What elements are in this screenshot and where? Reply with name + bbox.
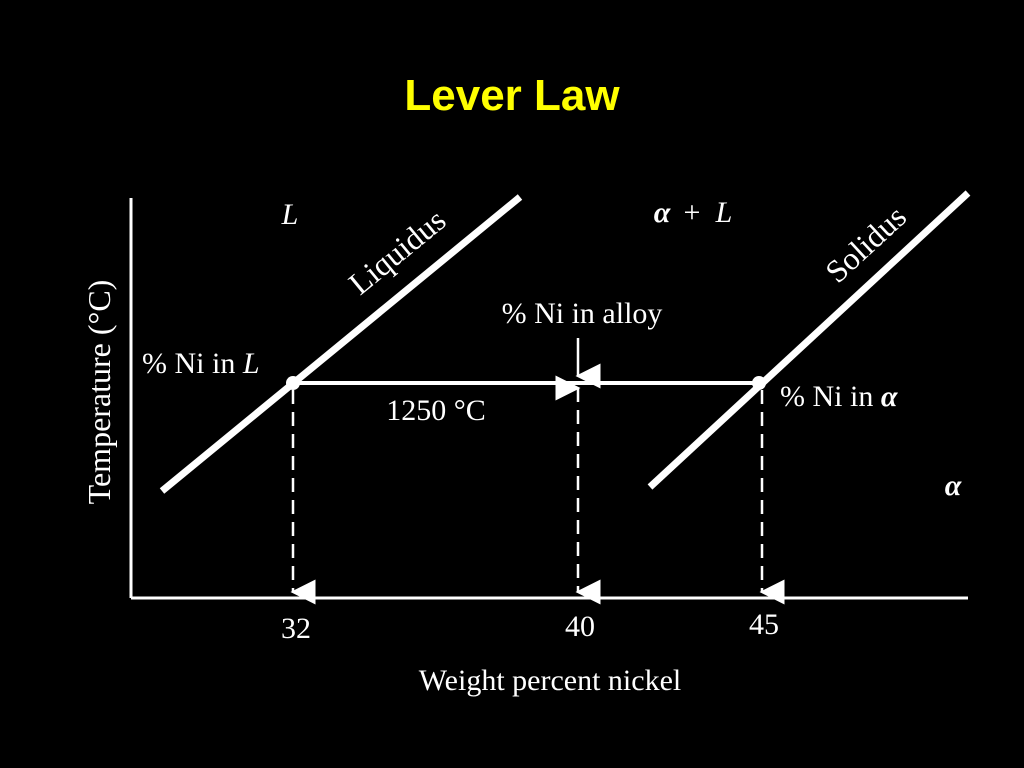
solidus-line bbox=[647, 190, 971, 490]
region-liquid-label: L bbox=[281, 198, 299, 231]
tie-line-temperature-label: 1250 °C bbox=[386, 394, 486, 427]
tick-label-40: 40 bbox=[565, 610, 595, 643]
region-two-phase-label: α + L bbox=[654, 196, 733, 229]
y-axis-label: Temperature (°C) bbox=[81, 280, 117, 505]
liquid-composition-point bbox=[286, 376, 300, 390]
tick-label-32: 32 bbox=[281, 612, 311, 645]
liquid-composition-label: % Ni in L bbox=[142, 347, 260, 380]
region-solid-label: α bbox=[945, 469, 962, 502]
svg-text:α: α bbox=[654, 196, 671, 229]
svg-text:L: L bbox=[715, 196, 733, 229]
slide-title: Lever Law bbox=[404, 71, 620, 120]
alloy-composition-label: % Ni in alloy bbox=[502, 297, 663, 330]
solid-composition-label: % Ni in α bbox=[780, 380, 898, 413]
solid-composition-point bbox=[752, 376, 766, 390]
x-axis-label: Weight percent nickel bbox=[419, 664, 681, 697]
tick-label-45: 45 bbox=[749, 608, 779, 641]
liquidus-line bbox=[159, 194, 523, 494]
svg-text:+: + bbox=[684, 196, 701, 229]
solidus-label: Solidus bbox=[818, 198, 913, 290]
liquidus-label: Liquidus bbox=[342, 201, 453, 301]
